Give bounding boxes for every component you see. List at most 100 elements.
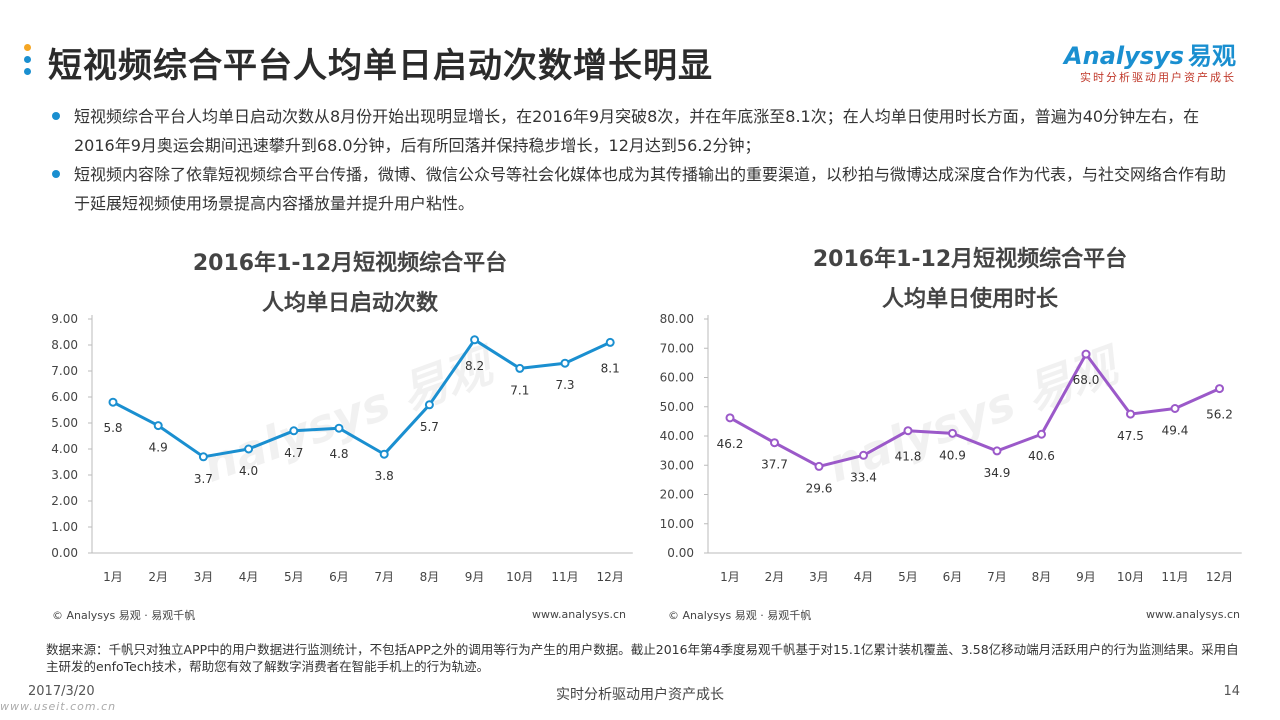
chart2-data-point — [859, 450, 868, 460]
chart2-y-tick-label: 80.00 — [660, 312, 694, 326]
chart1-y-tick-label: 3.00 — [51, 468, 78, 482]
chart2-data-label: 40.6 — [1028, 449, 1055, 463]
chart1-x-tick-label: 3月 — [194, 570, 214, 584]
chart2-y-tick-label: 40.00 — [660, 429, 694, 443]
chart1-y-tick-label: 8.00 — [51, 338, 78, 352]
chart1-data-point — [289, 426, 299, 436]
chart1-x-tick-label: 12月 — [597, 570, 624, 584]
chart2-data-point — [1081, 349, 1091, 359]
title-dots — [22, 44, 34, 80]
chart2-copyright: © Analysys 易观 · 易观千帆 — [668, 609, 812, 622]
chart1-data-label: 7.1 — [510, 383, 529, 397]
chart1-x-tick-label: 10月 — [506, 570, 533, 584]
chart2-x-tick-label: 2月 — [765, 570, 785, 584]
chart1-data-point — [424, 400, 434, 410]
data-source-note: 数据来源：千帆只对独立APP中的用户数据进行监测统计，不包括APP之外的调用等行… — [46, 642, 1239, 674]
chart2-site: www.analysys.cn — [1146, 608, 1240, 621]
chart2-data-label: 56.2 — [1206, 408, 1233, 422]
chart2-data-point — [1037, 429, 1046, 439]
chart2-x-tick-label: 7月 — [987, 570, 1007, 584]
chart1-x-tick-label: 8月 — [420, 570, 440, 584]
chart2-series-line — [729, 352, 1221, 468]
chart1-x-tick-label: 11月 — [551, 570, 578, 584]
chart2-x-tick-label: 1月 — [720, 570, 740, 584]
chart1-data-point — [560, 358, 570, 368]
chart2-data-point — [1215, 384, 1224, 394]
chart2-data-point — [814, 461, 824, 471]
logo-initial: A — [1064, 42, 1083, 70]
chart1-x-tick-label: 4月 — [239, 570, 259, 584]
chart1-x-tick-label: 2月 — [148, 570, 168, 584]
logo-main: Analysys 易观 — [1064, 36, 1236, 71]
logo-cn: 易观 — [1188, 42, 1236, 70]
chart1-data-point — [244, 444, 254, 454]
chart1-data-point — [515, 363, 525, 373]
chart2-title-line2: 人均单日使用时长 — [881, 287, 1058, 312]
chart1-y-tick-label: 0.00 — [51, 546, 78, 560]
chart1-data-label: 8.2 — [465, 359, 484, 373]
bullet-item-2: 短视频内容除了依靠短视频综合平台传播，微博、微信公众号等社会化媒体也成为其传播输… — [52, 160, 1232, 218]
chart1-y-tick-label: 9.00 — [51, 312, 78, 326]
chart2-y-tick-label: 30.00 — [660, 458, 694, 472]
chart2-x-tick-label: 4月 — [854, 570, 874, 584]
chart1-title-line1: 2016年1-12月短视频综合平台 — [192, 251, 508, 276]
logo-text: nalysys — [1082, 42, 1184, 70]
chart1-x-tick-label: 7月 — [374, 570, 394, 584]
chart2-y-tick-label: 20.00 — [660, 488, 694, 502]
chart2-y-tick-label: 70.00 — [660, 341, 694, 355]
chart2-data-point — [992, 446, 1002, 456]
dot-blue-2 — [24, 68, 31, 75]
chart2-data-label: 29.6 — [806, 481, 833, 495]
chart1-data-label: 4.9 — [149, 441, 168, 455]
logo-slogan: 实时分析驱动用户资产成长 — [1080, 71, 1236, 84]
chart2-data-point — [903, 426, 913, 436]
chart2-x-tick-label: 9月 — [1076, 570, 1096, 584]
chart1-title: 2016年1-12月短视频综合平台 人均单日启动次数 — [90, 244, 610, 324]
chart1-data-label: 7.3 — [555, 378, 574, 392]
chart1-data-point — [470, 335, 480, 345]
page-number: 14 — [1223, 684, 1240, 699]
chart2-y-tick-label: 60.00 — [660, 371, 694, 385]
chart1-x-tick-label: 5月 — [284, 570, 304, 584]
bullet-list: 短视频综合平台人均单日启动次数从8月份开始出现明显增长，在2016年9月突破8次… — [52, 102, 1232, 218]
dot-blue-1 — [24, 56, 31, 63]
chart1-data-label: 4.8 — [329, 447, 348, 461]
chart1-y-tick-label: 7.00 — [51, 364, 78, 378]
chart1-data-point — [379, 449, 389, 459]
chart1-x-tick-label: 9月 — [465, 570, 485, 584]
chart2-x-tick-label: 3月 — [809, 570, 829, 584]
chart2-svg: 0.00 10.00 20.00 30.00 40.00 50.00 60.00 70.00 8… — [660, 312, 1242, 584]
chart2-title: 2016年1-12月短视频综合平台 人均单日使用时长 — [710, 240, 1230, 320]
chart1-data-label: 3.8 — [375, 469, 394, 483]
chart2-x-tick-label: 5月 — [898, 570, 918, 584]
chart2-data-point — [770, 438, 779, 448]
chart1-data-point — [605, 337, 615, 347]
chart2-data-label: 34.9 — [984, 466, 1011, 480]
bottom-url: www.useit.com.cn — [0, 700, 117, 713]
chart1-data-point — [108, 397, 118, 407]
footer-slogan: 实时分析驱动用户资产成长 — [556, 687, 724, 703]
chart1-data-label: 5.7 — [420, 420, 439, 434]
chart1-x-tick-label: 1月 — [103, 570, 123, 584]
chart2-data-point — [948, 428, 957, 438]
dot-orange — [24, 44, 31, 51]
chart1-series-line — [112, 338, 611, 459]
page-title: 短视频综合平台人均单日启动次数增长明显 — [48, 46, 713, 86]
chart2-title-line1: 2016年1-12月短视频综合平台 — [812, 247, 1128, 272]
chart2-data-label: 37.7 — [761, 458, 788, 472]
chart1-y-tick-label: 5.00 — [51, 416, 78, 430]
chart2-data-label: 68.0 — [1073, 373, 1100, 387]
chart2-x-tick-label: 6月 — [943, 570, 963, 584]
analysys-logo: Analysys 易观 实时分析驱动用户资产成长 — [1064, 36, 1236, 85]
chart1-y-tick-label: 6.00 — [51, 390, 78, 404]
chart2-data-label: 49.4 — [1162, 424, 1189, 438]
chart1-data-point — [153, 421, 163, 431]
chart2-y-tick-label: 0.00 — [667, 546, 694, 560]
chart2-data-label: 33.4 — [850, 470, 877, 484]
chart1-data-label: 3.7 — [194, 472, 213, 486]
chart1-svg: 0.00 1.00 2.00 3.00 4.00 5.00 6.00 7.00 8.00 9.00… — [51, 312, 633, 584]
chart1-site: www.analysys.cn — [532, 608, 626, 621]
chart2-data-label: 40.9 — [939, 448, 966, 462]
chart1-y-tick-label: 1.00 — [51, 520, 78, 534]
chart2-x-tick-label: 11月 — [1161, 570, 1188, 584]
